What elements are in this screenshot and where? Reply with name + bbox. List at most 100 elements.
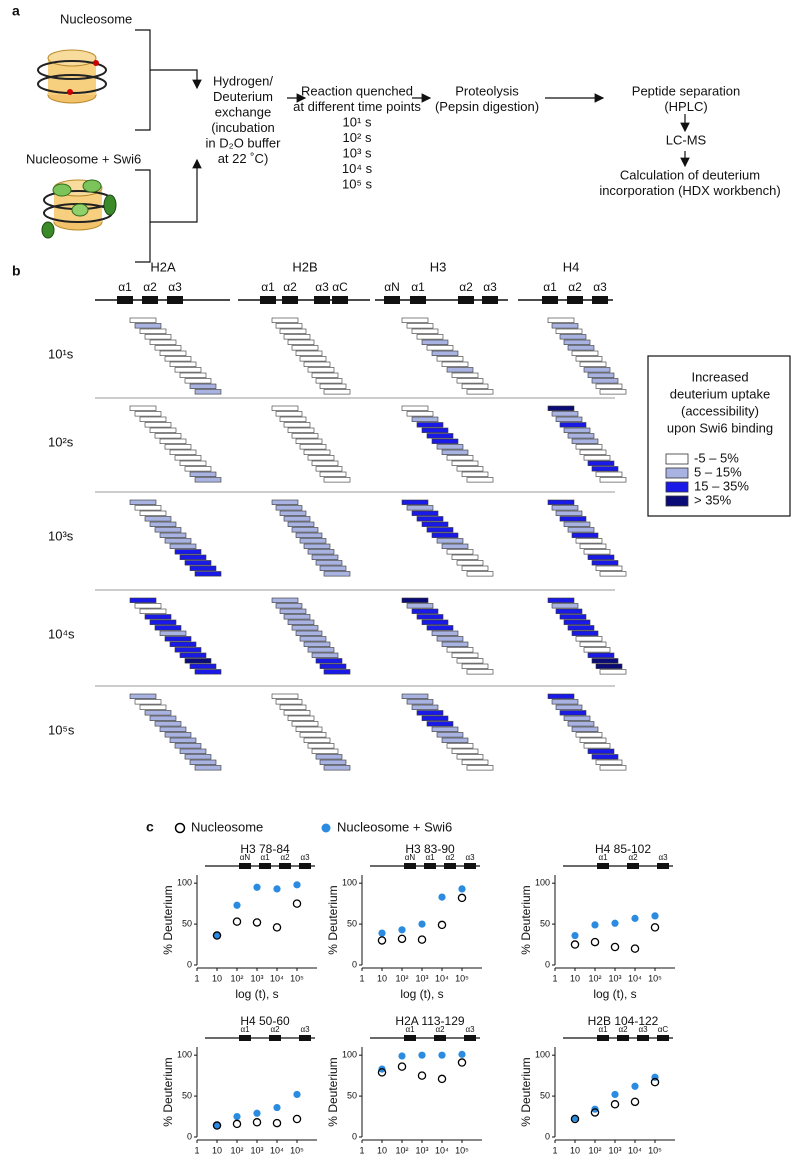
x-tick-label: 1 (552, 1145, 557, 1155)
peptide-bar (315, 560, 343, 566)
legend-title: (accessibility) (681, 403, 759, 418)
peptide-bar (436, 732, 464, 738)
peptide-bar (275, 699, 303, 705)
peptide-bar (426, 433, 454, 439)
peptide-bar (307, 367, 335, 373)
helix-block (260, 296, 276, 304)
data-point (590, 937, 600, 947)
helix-label: α2 (143, 280, 157, 294)
helix-label: α3 (168, 280, 182, 294)
x-tick-label: 10⁵ (648, 1145, 662, 1155)
x-tick-label: 10³ (250, 1145, 263, 1155)
peptide-bar (563, 339, 591, 345)
x-tick-label: 10⁵ (648, 973, 662, 983)
legend-swatch (665, 481, 689, 493)
peptide-bar (456, 466, 484, 472)
data-point (273, 885, 281, 893)
x-tick-label: 10 (212, 1145, 222, 1155)
peptide-bar (446, 549, 474, 555)
peptide-bar (563, 427, 591, 433)
helix-block (314, 296, 330, 304)
data-point (212, 1121, 222, 1130)
data-point (417, 1071, 427, 1080)
peptide-bar (271, 693, 299, 699)
peptide-bar (174, 455, 202, 461)
domain-label: α1 (598, 853, 608, 862)
x-axis-label: log (t), s (400, 987, 443, 1001)
y-tick-label: 100 (342, 1050, 357, 1060)
peptide-bar (179, 652, 207, 658)
peptide-bar (411, 704, 439, 710)
x-tick-label: 1 (194, 1145, 199, 1155)
data-point (397, 1062, 407, 1071)
step-text: (incubation (211, 120, 275, 135)
y-tick-label: 50 (182, 918, 192, 928)
peptide-bar (461, 383, 489, 389)
data-point (398, 1052, 406, 1060)
helix-label: α1 (411, 280, 425, 294)
peptide-bar (144, 422, 172, 428)
data-point (610, 1100, 620, 1109)
peptide-bar (436, 444, 464, 450)
legend-label: > 35% (694, 492, 732, 507)
step-text: Peptide separation (632, 83, 740, 98)
peptide-bar (319, 383, 347, 389)
data-point (253, 883, 261, 891)
peptide-bar (559, 614, 587, 620)
peptide-bar (451, 554, 479, 560)
x-tick-label: 10² (230, 973, 243, 983)
step-text: at different time points (293, 99, 421, 114)
peptide-bar (134, 411, 162, 417)
peptide-bar (164, 444, 192, 450)
x-tick-label: 10 (212, 973, 222, 983)
peptide-bar (287, 619, 315, 625)
peptide-bar (139, 704, 167, 710)
peptide-bar (307, 549, 335, 555)
peptide-bar (456, 754, 484, 760)
domain-block (404, 1035, 416, 1041)
domain-label: α3 (300, 1025, 310, 1034)
domain-label: α2 (628, 853, 638, 862)
peptide-bar (184, 378, 212, 384)
peptide-bar (194, 765, 222, 771)
peptide-bar (287, 521, 315, 527)
domain-label: αN (240, 853, 251, 862)
peptide-bar (559, 516, 587, 522)
peptide-bar (547, 693, 575, 699)
peptide-bar (441, 449, 469, 455)
data-point (457, 1058, 467, 1067)
domain-block (597, 863, 609, 869)
peptide-bar (441, 641, 469, 647)
peptide-bar (421, 715, 449, 721)
peptide-bar (179, 460, 207, 466)
x-tick-label: 10³ (415, 973, 428, 983)
data-point (611, 919, 619, 927)
peptide-bar (323, 765, 351, 771)
step-text: 10¹ s (343, 114, 372, 129)
data-point (253, 1109, 261, 1117)
data-point (377, 936, 387, 945)
peptide-bar (456, 560, 484, 566)
step-text: 10² s (343, 130, 372, 145)
peptide-bar (567, 721, 595, 727)
domain-block (299, 863, 311, 869)
y-tick-label: 100 (177, 878, 192, 888)
y-axis-label: % Deuterium (519, 1057, 533, 1126)
domain-label: α2 (445, 853, 455, 862)
peptide-bar (461, 471, 489, 477)
data-point (458, 885, 466, 893)
chart-title: H4 85-102 (595, 842, 651, 856)
peptide-bar (591, 658, 619, 664)
domain-block (239, 863, 251, 869)
peptide-bar (587, 748, 615, 754)
domain-block (269, 1035, 281, 1041)
data-point (272, 923, 282, 932)
peptide-bar (174, 367, 202, 373)
domain-block (617, 1035, 629, 1041)
helix-label: α3 (483, 280, 497, 294)
data-point (293, 881, 301, 889)
domain-label: α3 (465, 853, 475, 862)
chart-title: H4 50-60 (240, 1014, 290, 1028)
peptide-bar (307, 455, 335, 461)
y-tick-label: 0 (545, 959, 550, 969)
